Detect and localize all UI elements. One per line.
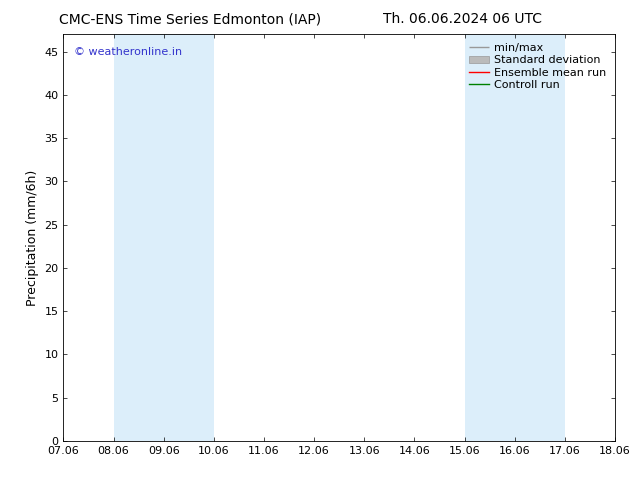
Text: Th. 06.06.2024 06 UTC: Th. 06.06.2024 06 UTC [384,12,542,26]
Bar [465,34,565,441]
Text: CMC-ENS Time Series Edmonton (IAP): CMC-ENS Time Series Edmonton (IAP) [59,12,321,26]
Y-axis label: Precipitation (mm/6h): Precipitation (mm/6h) [26,170,39,306]
Text: © weatheronline.in: © weatheronline.in [74,47,183,56]
Legend: min/max, Standard deviation, Ensemble mean run, Controll run: min/max, Standard deviation, Ensemble me… [466,40,609,93]
Bar [113,34,214,441]
